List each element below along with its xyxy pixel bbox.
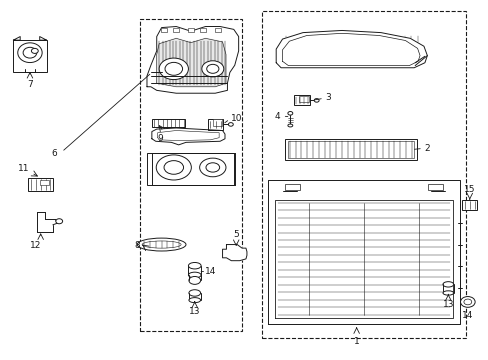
Ellipse shape [463,299,471,305]
Text: 13: 13 [189,307,200,316]
Text: 15: 15 [463,185,474,194]
Ellipse shape [199,158,225,177]
Ellipse shape [159,58,188,80]
Bar [40,180,49,185]
Bar [152,119,185,127]
Bar [287,141,413,158]
Ellipse shape [206,64,219,73]
Bar [13,40,46,72]
Polygon shape [13,37,20,40]
Polygon shape [267,180,459,324]
Text: 8: 8 [134,241,140,250]
Text: 7: 7 [27,80,33,89]
Ellipse shape [442,291,453,295]
Bar [294,95,309,105]
Bar [285,184,299,190]
Ellipse shape [142,241,181,248]
Ellipse shape [202,61,224,77]
Text: 12: 12 [30,241,41,250]
Ellipse shape [18,43,42,63]
Ellipse shape [31,48,38,53]
Ellipse shape [188,290,200,296]
Ellipse shape [137,238,185,251]
Bar [462,200,476,211]
Polygon shape [276,31,427,68]
Bar [147,153,234,185]
Ellipse shape [156,155,191,180]
Text: 14: 14 [461,311,472,320]
Text: 6: 6 [51,149,57,158]
Ellipse shape [56,219,62,224]
Text: 1: 1 [353,337,359,346]
Ellipse shape [188,272,201,278]
Bar [261,12,466,338]
Polygon shape [222,244,246,261]
Ellipse shape [287,112,292,115]
Bar [427,184,442,190]
Bar [214,28,220,32]
Ellipse shape [442,282,453,287]
Text: 10: 10 [230,114,242,123]
Text: 3: 3 [325,93,330,102]
Polygon shape [40,37,46,40]
Polygon shape [147,27,238,93]
Bar [187,28,193,32]
Ellipse shape [205,163,219,172]
Polygon shape [157,39,225,87]
Ellipse shape [163,161,183,174]
Text: 14: 14 [204,267,215,276]
Bar [140,19,242,330]
Bar [200,28,205,32]
Text: 2: 2 [423,144,428,153]
Ellipse shape [188,262,201,269]
Ellipse shape [164,62,182,75]
Ellipse shape [314,99,319,102]
Ellipse shape [188,298,200,303]
Text: 4: 4 [274,112,280,121]
Polygon shape [152,128,224,145]
Text: 9: 9 [158,134,163,143]
Text: 11: 11 [19,164,30,173]
Ellipse shape [23,47,37,58]
Polygon shape [275,200,452,318]
Polygon shape [158,131,219,140]
Bar [213,120,222,126]
Bar [161,28,166,32]
Polygon shape [282,33,419,66]
Bar [28,178,53,191]
Text: 5: 5 [233,230,239,239]
Ellipse shape [460,297,474,307]
Bar [285,139,416,160]
Text: 13: 13 [442,300,453,309]
Ellipse shape [287,124,292,127]
Ellipse shape [188,276,200,284]
Bar [173,28,179,32]
Ellipse shape [228,123,233,126]
Bar [299,96,308,102]
Bar [207,119,222,130]
